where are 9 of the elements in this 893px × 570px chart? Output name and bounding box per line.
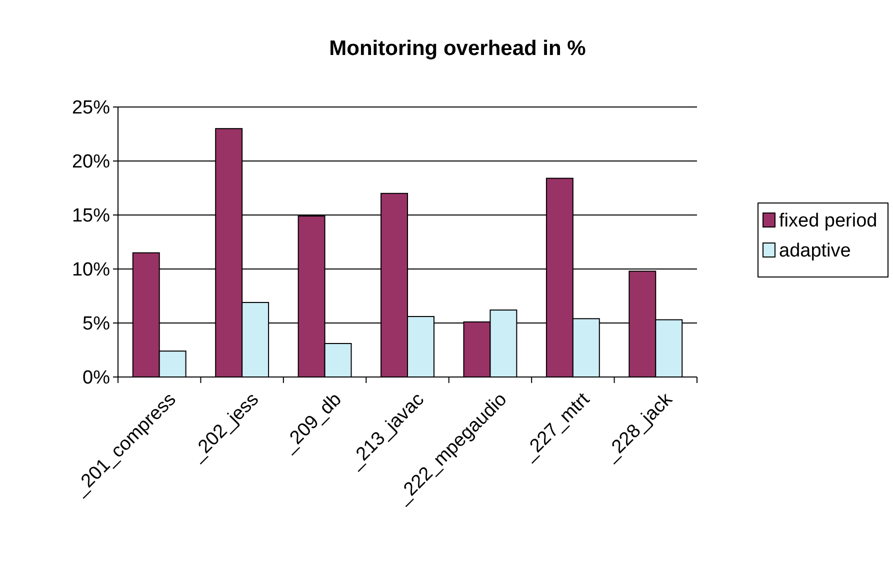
- y-tick-label: 0%: [82, 368, 110, 389]
- y-tick-label: 20%: [72, 152, 110, 173]
- y-tick-label: 5%: [82, 314, 110, 335]
- y-tick-label: 15%: [72, 206, 110, 227]
- legend-label: fixed period: [779, 210, 878, 232]
- legend-label: adaptive: [779, 240, 851, 262]
- y-tick-label: 10%: [72, 260, 110, 281]
- y-tick-label: 25%: [72, 98, 110, 119]
- chart-title: Monitoring overhead in %: [329, 37, 586, 60]
